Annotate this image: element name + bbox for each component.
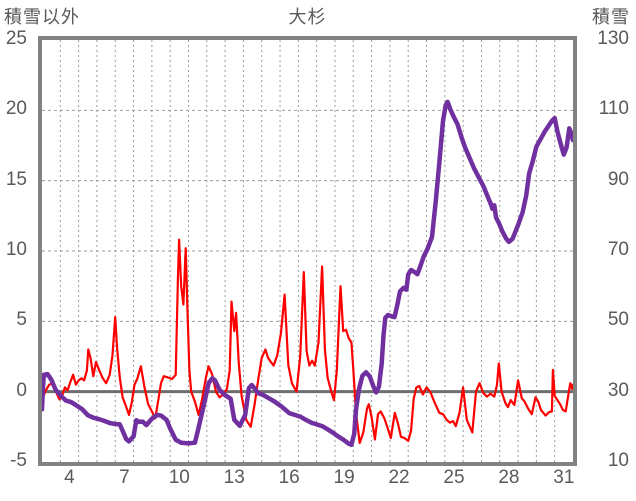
right-axis-tick-label: 30 [607, 379, 629, 401]
left-axis-tick-label: 25 [5, 28, 27, 50]
right-axis-tick-label: 90 [607, 168, 629, 190]
left-axis-tick-label: 20 [5, 98, 27, 120]
left-axis-title: 積雪以外 [4, 7, 80, 27]
x-axis-tick-label: 19 [333, 467, 355, 488]
x-axis-tick-label: 4 [64, 467, 75, 488]
plot-area [38, 36, 577, 466]
left-axis-tick-label: 15 [5, 168, 27, 190]
chart-title: 大杉 [288, 7, 327, 27]
left-axis-tick-label: 10 [5, 239, 27, 261]
x-axis-tick-label: 31 [553, 467, 575, 488]
gridlines [42, 40, 573, 462]
x-axis-tick-label: 25 [443, 467, 465, 488]
x-axis-tick-label: 7 [119, 467, 130, 488]
left-axis-tick-label: 0 [16, 379, 27, 401]
right-axis-title: 積雪 [592, 7, 630, 27]
left-axis-tick-label: -5 [10, 450, 27, 472]
right-axis-tick-label: 50 [607, 309, 629, 331]
right-axis-tick-label: 110 [598, 98, 629, 120]
purple-line-series [42, 99, 573, 448]
right-axis-tick-label: 70 [607, 239, 629, 261]
right-axis-tick-label: 130 [597, 28, 629, 50]
red-line-series [42, 238, 573, 445]
plot-svg [42, 40, 573, 462]
right-axis-tick-label: 10 [607, 450, 629, 472]
x-axis-tick-label: 13 [223, 467, 245, 488]
x-axis-tick-label: 10 [168, 467, 190, 488]
left-axis-tick-label: 5 [16, 309, 27, 331]
x-axis-tick-label: 16 [278, 467, 300, 488]
x-axis-tick-label: 28 [498, 467, 520, 488]
x-axis-tick-label: 22 [388, 467, 410, 488]
